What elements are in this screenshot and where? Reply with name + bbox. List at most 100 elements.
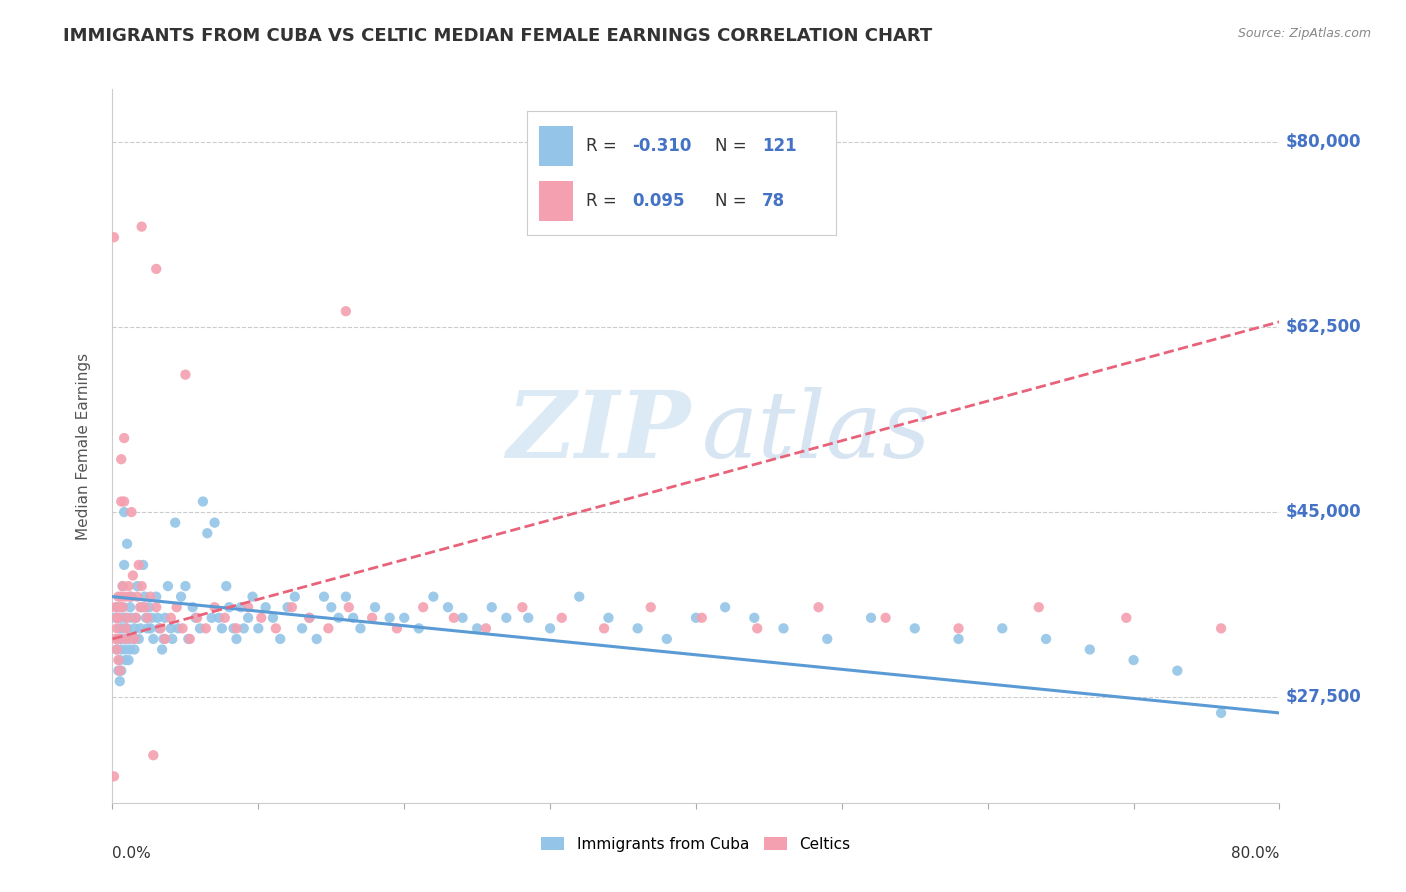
- Point: [103, 769, 125, 783]
- Point: [142, 632, 165, 646]
- Point: [1209, 706, 1232, 720]
- Point: [305, 632, 328, 646]
- Point: [107, 632, 129, 646]
- Point: [337, 600, 360, 615]
- Point: [108, 653, 131, 667]
- Point: [128, 632, 150, 646]
- Point: [134, 600, 156, 615]
- Point: [114, 653, 136, 667]
- Point: [115, 611, 138, 625]
- Point: [111, 579, 134, 593]
- Point: [291, 621, 314, 635]
- Point: [208, 611, 231, 625]
- Point: [512, 600, 534, 615]
- Point: [191, 494, 214, 508]
- Point: [179, 632, 201, 646]
- Point: [167, 621, 190, 635]
- Point: [361, 611, 384, 625]
- Text: Source: ZipAtlas.com: Source: ZipAtlas.com: [1237, 27, 1371, 40]
- Point: [145, 600, 167, 615]
- Point: [236, 611, 259, 625]
- Point: [318, 621, 340, 635]
- Point: [225, 632, 247, 646]
- Point: [328, 611, 350, 625]
- Point: [127, 590, 149, 604]
- Point: [437, 600, 460, 615]
- Point: [141, 611, 163, 625]
- Point: [685, 611, 707, 625]
- Point: [904, 621, 927, 635]
- Point: [408, 621, 430, 635]
- Point: [122, 568, 145, 582]
- Point: [598, 611, 620, 625]
- Point: [114, 590, 136, 604]
- Point: [136, 621, 159, 635]
- Point: [948, 632, 970, 646]
- Point: [1166, 664, 1188, 678]
- Point: [742, 611, 765, 625]
- Point: [269, 632, 291, 646]
- Point: [107, 664, 129, 678]
- Point: [110, 611, 132, 625]
- Point: [194, 621, 217, 635]
- Point: [127, 579, 149, 593]
- Text: $45,000: $45,000: [1285, 503, 1361, 521]
- Point: [110, 642, 132, 657]
- Point: [110, 590, 132, 604]
- Point: [218, 600, 240, 615]
- Point: [108, 600, 131, 615]
- Point: [105, 642, 128, 657]
- Point: [125, 611, 148, 625]
- Point: [114, 621, 136, 635]
- Point: [655, 632, 678, 646]
- Point: [120, 590, 142, 604]
- Point: [114, 611, 136, 625]
- Point: [150, 642, 173, 657]
- Point: [690, 611, 713, 625]
- Point: [153, 611, 176, 625]
- Point: [1115, 611, 1137, 625]
- Point: [222, 621, 245, 635]
- Point: [174, 579, 197, 593]
- Point: [188, 621, 211, 635]
- Point: [118, 600, 141, 615]
- Point: [551, 611, 574, 625]
- Point: [131, 600, 153, 615]
- Point: [111, 600, 134, 615]
- Point: [1209, 621, 1232, 635]
- Point: [364, 600, 387, 615]
- Point: [105, 600, 128, 615]
- Point: [110, 664, 132, 678]
- Point: [177, 632, 200, 646]
- Point: [124, 642, 146, 657]
- Point: [714, 600, 737, 615]
- Point: [254, 600, 277, 615]
- Point: [122, 632, 145, 646]
- Point: [242, 590, 264, 604]
- Point: [342, 611, 364, 625]
- Point: [422, 590, 444, 604]
- Text: $27,500: $27,500: [1285, 688, 1361, 706]
- Text: ZIP: ZIP: [506, 387, 690, 476]
- Text: 80.0%: 80.0%: [1232, 846, 1279, 861]
- Text: $62,500: $62,500: [1285, 318, 1361, 336]
- Point: [156, 579, 179, 593]
- Point: [104, 600, 127, 615]
- Point: [298, 611, 321, 625]
- Point: [107, 590, 129, 604]
- Point: [250, 611, 273, 625]
- Point: [136, 611, 159, 625]
- Point: [117, 632, 139, 646]
- Point: [264, 621, 287, 635]
- Point: [991, 621, 1014, 635]
- Point: [128, 558, 150, 572]
- Point: [184, 611, 207, 625]
- Point: [335, 590, 357, 604]
- Point: [139, 590, 162, 604]
- Point: [538, 621, 561, 635]
- Point: [120, 611, 142, 625]
- Point: [162, 632, 184, 646]
- Point: [111, 621, 134, 635]
- Point: [110, 452, 132, 467]
- Point: [517, 611, 540, 625]
